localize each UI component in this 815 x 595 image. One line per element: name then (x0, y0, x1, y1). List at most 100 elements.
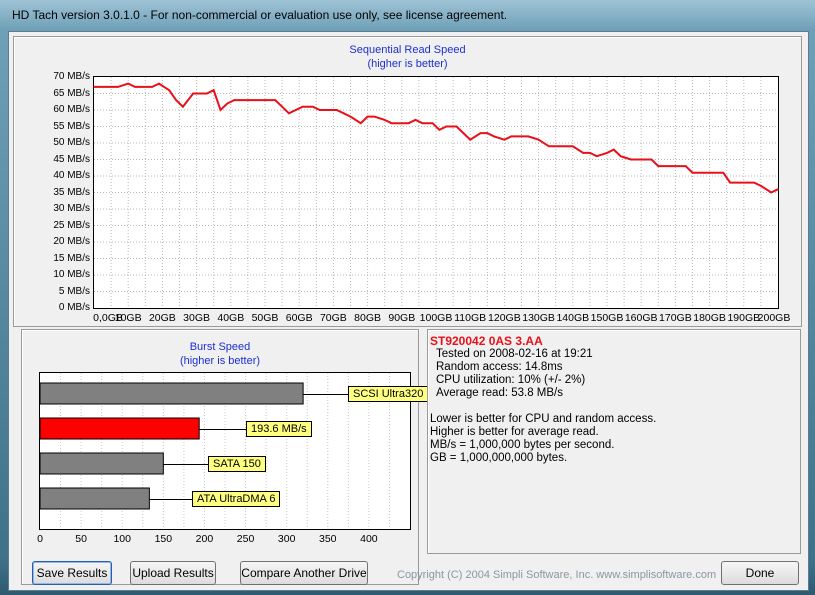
burst-bar (39, 452, 164, 475)
sequential-chart-subtitle: (higher is better) (367, 58, 448, 70)
burst-bar-label: 193.6 MB/s (246, 420, 312, 437)
cpu-utilization: CPU utilization: 10% (+/- 2%) (436, 374, 586, 386)
save-results-button[interactable]: Save Results (32, 561, 112, 585)
title-bar[interactable]: HD Tach version 3.0.1.0 - For non-commer… (0, 0, 815, 30)
note-higher-better: Higher is better for average read. (430, 426, 599, 438)
data-point (264, 99, 266, 101)
x-tick-label: 100GB (419, 312, 453, 324)
data-point (572, 145, 574, 148)
note-mbs-definition: MB/s = 1,000,000 bytes per second. (430, 439, 615, 451)
burst-bar-label: ATA UltraDMA 6 (192, 490, 281, 507)
drive-model: ST920042 0AS 3.AA (430, 334, 543, 348)
data-point (414, 119, 417, 121)
x-tick-label: 90GB (388, 312, 416, 324)
data-point (657, 165, 660, 167)
data-point (517, 135, 519, 138)
data-point (421, 122, 424, 124)
data-point (325, 109, 328, 111)
burst-bar (39, 417, 200, 440)
burst-x-tick-label: 200 (195, 533, 214, 545)
data-point (455, 125, 458, 128)
compare-another-drive-button[interactable]: Compare Another Drive (240, 561, 368, 585)
x-tick-label: 160GB (624, 312, 658, 324)
data-point (643, 158, 646, 161)
x-tick-label: 60GB (285, 312, 313, 324)
data-point (182, 105, 184, 108)
data-point (510, 135, 513, 138)
x-tick-label: 140GB (556, 312, 590, 324)
y-tick-label: 15 MB/s (53, 252, 90, 264)
data-point (595, 155, 598, 157)
sequential-read-chart (93, 76, 779, 309)
y-tick-label: 50 MB/s (53, 137, 90, 148)
data-point (619, 155, 622, 157)
burst-bar (39, 382, 304, 405)
note-lower-better: Lower is better for CPU and random acces… (430, 413, 657, 425)
y-tick-label: 25 MB/s (53, 219, 90, 231)
data-point (134, 86, 136, 88)
burst-bar-label: SATA 150 (208, 455, 266, 472)
data-point (219, 109, 222, 111)
done-button[interactable]: Done (721, 561, 799, 585)
data-point (366, 115, 369, 118)
x-tick-label: 40GB (217, 312, 245, 324)
burst-label-leader (149, 498, 192, 500)
burst-x-tick-label: 250 (236, 533, 255, 545)
data-point (667, 165, 670, 167)
data-point (630, 158, 632, 161)
burst-x-tick-label: 100 (113, 533, 131, 545)
x-tick-label: 150GB (590, 312, 624, 324)
burst-x-tick-label: 300 (277, 533, 296, 545)
burst-speed-panel: Burst Speed (higher is better) SCSI Ultr… (21, 329, 429, 585)
burst-chart-title: Burst Speed (189, 341, 251, 353)
data-point (613, 148, 615, 151)
data-point (691, 171, 694, 174)
data-point (253, 99, 256, 101)
data-point (281, 105, 283, 108)
data-point (527, 135, 530, 138)
data-point (206, 92, 208, 95)
data-point (548, 145, 550, 148)
client-area: Sequential Read Speed (higher is better)… (8, 31, 809, 591)
data-point (226, 102, 229, 105)
data-point (106, 86, 109, 88)
y-tick-label: 5 MB/s (58, 285, 90, 297)
data-point (701, 171, 704, 174)
data-point (127, 82, 129, 85)
burst-x-tick-label: 50 (75, 533, 87, 545)
data-point (359, 122, 362, 124)
y-tick-label: 70 MB/s (53, 71, 90, 82)
x-tick-label: 0,0GB (93, 312, 123, 324)
data-point (243, 99, 246, 101)
window-title: HD Tach version 3.0.1.0 - For non-commer… (12, 8, 508, 22)
data-point (312, 105, 314, 108)
y-tick-label: 40 MB/s (53, 170, 90, 181)
y-tick-label: 45 MB/s (53, 153, 90, 165)
burst-label-leader (303, 393, 348, 395)
data-point (493, 135, 495, 138)
y-tick-label: 35 MB/s (53, 186, 90, 198)
upload-results-button[interactable]: Upload Results (130, 561, 216, 585)
average-read: Average read: 53.8 MB/s (436, 387, 563, 399)
y-tick-label: 65 MB/s (53, 87, 90, 99)
data-point (770, 191, 772, 194)
data-point (431, 122, 434, 124)
copyright-text: Copyright (C) 2004 Simpli Software, Inc.… (397, 569, 717, 581)
data-point (158, 82, 160, 85)
data-point (753, 181, 755, 184)
data-point (684, 165, 687, 167)
x-tick-label: 30GB (183, 312, 211, 324)
x-tick-label: 20GB (148, 312, 176, 324)
sequential-chart-title: Sequential Read Speed (349, 44, 466, 56)
y-tick-label: 60 MB/s (53, 104, 90, 115)
data-point (760, 185, 762, 187)
x-tick-label: 110GB (454, 312, 487, 324)
x-tick-label: 50GB (251, 312, 279, 324)
data-point (342, 112, 345, 115)
burst-x-tick-label: 150 (154, 533, 173, 545)
data-point (233, 99, 236, 101)
data-point (650, 158, 653, 161)
data-point (288, 112, 290, 115)
data-point (175, 99, 177, 101)
data-point (373, 115, 376, 118)
